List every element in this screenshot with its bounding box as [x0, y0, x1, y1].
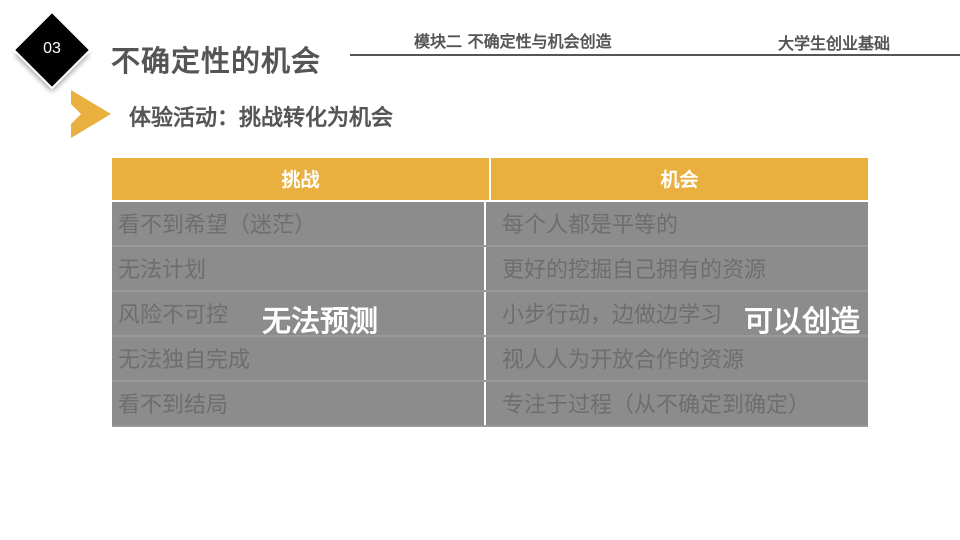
challenge-cell: 看不到希望（迷茫） — [112, 202, 484, 245]
page-title: 不确定性的机会 — [111, 44, 322, 78]
challenge-cell: 风险不可控 — [112, 292, 484, 335]
header-opportunity: 机会 — [489, 158, 868, 200]
table-row: 无法独自完成 视人人为开放合作的资源 — [112, 337, 868, 382]
subtitle: 体验活动：挑战转化为机会 — [129, 106, 394, 131]
challenge-cell: 无法计划 — [112, 247, 484, 290]
table-row: 无法计划 更好的挖掘自己拥有的资源 — [112, 247, 868, 292]
opportunity-cell: 小步行动，边做边学习 — [484, 292, 868, 335]
table-row: 看不到希望（迷茫） 每个人都是平等的 — [112, 202, 868, 247]
opportunity-cell: 专注于过程（从不确定到确定） — [484, 382, 868, 425]
header-challenge: 挑战 — [112, 158, 489, 200]
table-row: 看不到结局 专注于过程（从不确定到确定） — [112, 382, 868, 427]
challenge-cell: 看不到结局 — [112, 382, 484, 425]
table-row: 风险不可控 小步行动，边做边学习 — [112, 292, 868, 337]
course-label: 大学生创业基础 — [778, 34, 891, 53]
challenge-cell: 无法独自完成 — [112, 337, 484, 380]
section-number: 03 — [43, 40, 61, 57]
opportunity-cell: 视人人为开放合作的资源 — [484, 337, 868, 380]
module-label: 模块二 不确定性与机会创造 — [414, 32, 612, 51]
opportunity-cell: 更好的挖掘自己拥有的资源 — [484, 247, 868, 290]
challenge-opportunity-table: 挑战 机会 看不到希望（迷茫） 每个人都是平等的 无法计划 更好的挖掘自己拥有的资源… — [112, 158, 868, 427]
overlay-unpredictable: 无法预测 — [262, 304, 379, 338]
opportunity-cell: 每个人都是平等的 — [484, 202, 868, 245]
header-divider — [350, 54, 960, 56]
table-header: 挑战 机会 — [112, 158, 868, 202]
overlay-creatable: 可以创造 — [744, 304, 861, 338]
arrow-notch — [71, 104, 81, 124]
